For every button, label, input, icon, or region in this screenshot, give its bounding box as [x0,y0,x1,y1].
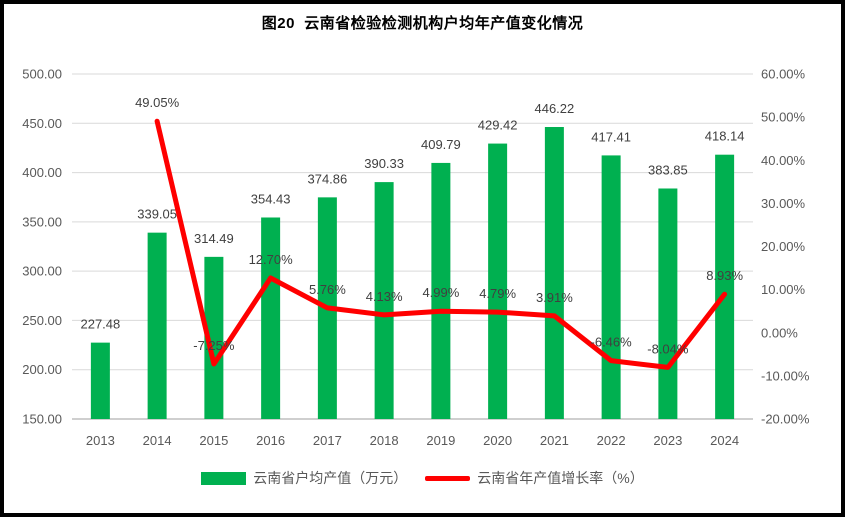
legend-item-bar-series: 云南省户均产值（万元） [201,468,407,488]
bar [488,143,508,419]
x-axis-tick-label: 2018 [370,433,399,448]
x-axis-tick-label: 2022 [597,433,626,448]
bar-series-label: 云南省户均产值（万元） [253,470,408,486]
bar-value-label: 227.48 [80,317,120,332]
bar-value-label: 354.43 [251,191,291,206]
x-axis-tick-label: 2019 [426,433,455,448]
bar [90,342,110,419]
line-value-label: -7.25% [193,338,235,353]
line-value-label: -6.46% [591,335,633,350]
line-value-label: 49.05% [135,95,180,110]
x-axis-tick-label: 2023 [653,433,682,448]
y2-axis-tick-label: -10.00% [761,368,810,383]
chart-title: 图20 云南省检验检测机构户均年产值变化情况 [261,15,584,32]
x-axis-tick-label: 2016 [256,433,285,448]
bar [374,182,394,419]
y-axis-tick-label: 300.00 [22,264,62,279]
line-value-label: 4.13% [366,289,403,304]
bar-value-label: 339.05 [137,207,177,222]
y-axis-tick-label: 150.00 [22,412,62,427]
line-value-label: -8.04% [647,341,689,356]
line-value-label: 8.93% [706,268,743,283]
bar-value-label: 390.33 [364,156,404,171]
x-axis-tick-label: 2015 [199,433,228,448]
x-axis-tick-label: 2014 [143,433,172,448]
line-value-label: 4.79% [479,286,516,301]
bar-value-label: 418.14 [705,129,745,144]
bar-value-label: 314.49 [194,231,234,246]
line-series-swatch [425,475,471,481]
bar [204,256,224,419]
x-axis-tick-label: 2017 [313,433,342,448]
bar [431,162,451,420]
bar-value-label: 383.85 [648,162,688,177]
bar [147,232,167,419]
bar-series-swatch [201,471,247,485]
bar-value-label: 374.86 [307,171,347,186]
bar [658,188,678,419]
y2-axis-tick-label: -20.00% [761,412,810,427]
y2-axis-tick-label: 30.00% [761,196,806,211]
y2-axis-tick-label: 0.00% [761,325,798,340]
bar [601,155,621,419]
bar [715,154,735,420]
chart-legend: 云南省户均产值（万元） 云南省年产值增长率（%） [4,468,841,488]
y-axis-tick-label: 500.00 [22,67,62,82]
growth-line [154,118,728,370]
line-series-label: 云南省年产值增长率（%） [477,470,644,486]
y2-axis-tick-label: 50.00% [761,110,806,125]
y2-axis-tick-label: 60.00% [761,67,806,82]
line-value-label: 4.99% [422,285,459,300]
legend-item-line-series: 云南省年产值增长率（%） [425,468,644,488]
line-value-label: 3.91% [536,290,573,305]
y2-axis-tick-label: 10.00% [761,282,806,297]
x-axis-tick-label: 2024 [710,433,739,448]
y-axis-tick-label: 200.00 [22,362,62,377]
line-value-label: 12.70% [249,252,294,267]
bar [544,127,564,419]
y-axis-tick-label: 350.00 [22,214,62,229]
x-axis-tick-label: 2021 [540,433,569,448]
y-axis-tick-label: 450.00 [22,116,62,131]
bar [261,217,281,419]
y2-axis-tick-label: 20.00% [761,239,806,254]
y-axis-tick-label: 400.00 [22,165,62,180]
bar-value-label: 429.42 [478,118,518,133]
bar-value-label: 409.79 [421,137,461,152]
bar-value-label: 417.41 [591,129,631,144]
line-value-label: 5.76% [309,282,346,297]
y2-axis-tick-label: 40.00% [761,153,806,168]
y-axis-tick-label: 250.00 [22,313,62,328]
x-axis-tick-label: 2020 [483,433,512,448]
bar-value-label: 446.22 [534,101,574,116]
x-axis-tick-label: 2013 [86,433,115,448]
plot-area: 150.00 200.00 250.00 300.00 350.00 400.00 450.… [22,67,810,449]
